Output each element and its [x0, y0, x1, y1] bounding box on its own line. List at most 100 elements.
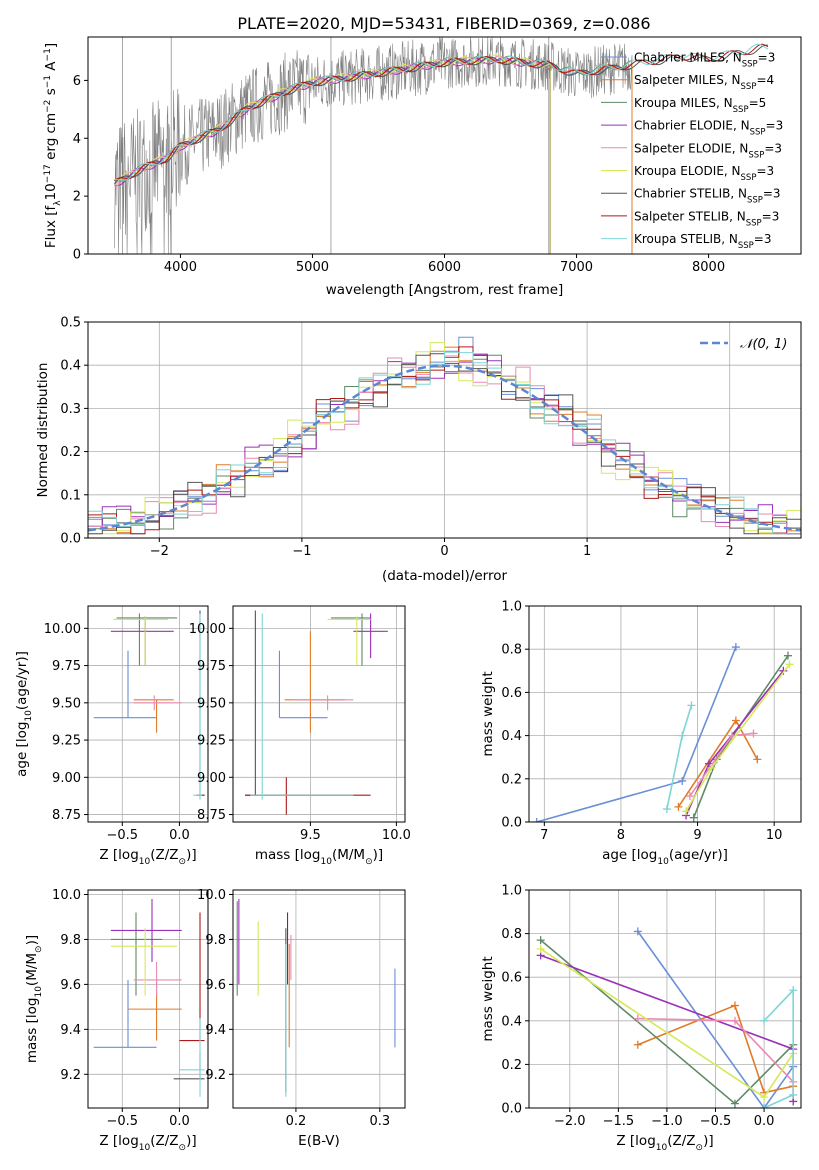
y-tick-label: 0.3 — [60, 402, 81, 417]
y-tick-label: 0.4 — [501, 1014, 522, 1029]
x-axis-label: Z [log10(Z/Z⊙)] — [99, 847, 196, 867]
model-spectrum-line — [114, 43, 769, 182]
x-axis-label: (data-model)/error — [382, 568, 508, 584]
x-tick-label: −2.0 — [554, 1114, 586, 1129]
x-tick-label: 10.0 — [382, 828, 411, 843]
y-tick-label: 10.0 — [52, 888, 81, 903]
legend-entry: Kroupa STELIB, NSSP=3 — [634, 232, 772, 251]
weight-marker — [536, 936, 545, 945]
weight-marker — [682, 807, 691, 816]
y-tick-label: 0.6 — [501, 971, 522, 986]
y-tick-label: 9.25 — [52, 734, 81, 749]
plot-area — [529, 606, 801, 822]
x-tick-label: 0.0 — [169, 1114, 190, 1129]
x-tick-label: 4000 — [164, 260, 197, 275]
weight-marker — [731, 716, 740, 725]
x-tick-label: −0.5 — [106, 1114, 138, 1129]
weight-marker — [674, 802, 683, 811]
x-tick-label: −1.0 — [651, 1114, 683, 1129]
axes-frame — [232, 605, 406, 823]
y-tick-label: 0.2 — [501, 772, 522, 787]
plot-area — [114, 37, 769, 254]
x-axis-label: age [log10(age/yr)] — [602, 847, 728, 867]
x-tick-label: 5000 — [296, 260, 329, 275]
weight-marker — [785, 660, 794, 669]
x-tick-label: −1.5 — [603, 1114, 635, 1129]
weight-marker — [730, 1016, 739, 1025]
legend-entry: Chabrier STELIB, NSSP=3 — [634, 187, 781, 206]
y-tick-label: 9.4 — [205, 1023, 226, 1038]
y-tick-label: 2 — [73, 190, 81, 205]
x-tick-label: 6000 — [428, 260, 461, 275]
legend-entry: Chabrier MILES, NSSP=3 — [634, 51, 775, 70]
weight-marker — [687, 701, 696, 710]
x-tick-label: 1 — [583, 544, 591, 559]
y-tick-label: 0.6 — [501, 686, 522, 701]
weight-series-line — [536, 646, 737, 822]
weight-marker — [633, 1014, 642, 1023]
x-tick-label: 0 — [440, 544, 448, 559]
plot-area — [233, 890, 405, 1108]
weight-marker — [730, 1099, 739, 1108]
x-tick-label: 8 — [617, 828, 625, 843]
y-tick-label: 9.2 — [60, 1068, 81, 1083]
x-axis-label: E(B-V) — [298, 1133, 340, 1149]
x-tick-label: 7000 — [560, 260, 593, 275]
x-tick-label: 9 — [693, 828, 701, 843]
axes-frame — [528, 889, 802, 1109]
weight-marker — [760, 1093, 769, 1102]
y-tick-label: 0.2 — [501, 1058, 522, 1073]
plot-area — [529, 890, 801, 1108]
y-tick-label: 9.50 — [197, 696, 226, 711]
weight-marker — [789, 986, 798, 995]
y-axis-label: mass weight — [480, 956, 496, 1041]
weight-marker — [633, 927, 642, 936]
weight-series-line — [763, 988, 795, 1108]
y-tick-label: 10.00 — [189, 622, 226, 637]
y-tick-label: 9.25 — [197, 734, 226, 749]
x-tick-label: 0.3 — [369, 1114, 390, 1129]
y-axis-label: Flux [fλ10−17 erg cm−2 s−1 A−1] — [43, 43, 63, 248]
y-tick-label: 9.00 — [197, 771, 226, 786]
weight-marker — [678, 731, 687, 740]
y-tick-label: 0.5 — [60, 316, 81, 331]
weight-marker — [662, 805, 671, 814]
panel-weight_age: 7 8 9 10 0.0 0.2 0.4 0.6 0.8 1.0 age [log10(age/yr… — [480, 600, 802, 867]
y-tick-label: 0 — [73, 248, 81, 263]
x-tick-label: 0.2 — [286, 1114, 307, 1129]
y-tick-label: 0.8 — [501, 927, 522, 942]
x-tick-label: 0.0 — [169, 828, 190, 843]
weight-marker — [685, 792, 694, 801]
y-tick-label: 9.4 — [60, 1023, 81, 1038]
y-tick-label: 9.75 — [52, 659, 81, 674]
axes-frame — [232, 889, 406, 1109]
y-axis-label: mass weight — [480, 671, 496, 756]
panel-age_Z: −0.5 0.0 8.75 9.00 9.25 9.50 9.75 10.00 Z [log10… — [14, 605, 209, 867]
x-tick-label: −0.5 — [106, 828, 138, 843]
y-tick-label: 10.00 — [44, 622, 81, 637]
plot-area — [233, 606, 405, 822]
legend-entry: Salpeter ELODIE, NSSP=3 — [634, 141, 782, 160]
y-tick-label: 8.75 — [197, 808, 226, 823]
weight-marker — [536, 944, 545, 953]
x-tick-label: 8000 — [692, 260, 725, 275]
y-tick-label: 0.1 — [60, 488, 81, 503]
weight-marker — [760, 1016, 769, 1025]
normal-reference-curve — [88, 364, 801, 532]
legend-entry: Salpeter MILES, NSSP=4 — [634, 73, 774, 92]
y-tick-label: 9.6 — [60, 978, 81, 993]
panel-residual_hist: −2 −1 0 1 2 0.0 0.1 0.2 0.3 0.4 0.5 (data-model)/er… — [35, 316, 802, 584]
axes-frame — [87, 889, 209, 1109]
plot-area — [88, 322, 801, 538]
y-axis-label: age [log10(age/yr)] — [14, 651, 34, 777]
weight-marker — [789, 1090, 798, 1099]
y-tick-label: 0.2 — [60, 445, 81, 460]
y-tick-label: 0.0 — [501, 1102, 522, 1117]
x-tick-label: 2 — [726, 544, 734, 559]
panel-mass_Z: −0.5 0.0 9.2 9.4 9.6 9.8 10.0 Z [log10(Z/Z⊙)] ma… — [24, 888, 209, 1153]
x-tick-label: 0.0 — [754, 1114, 775, 1129]
weight-marker — [783, 651, 792, 660]
x-tick-label: 7 — [540, 828, 548, 843]
legend-entry: Kroupa MILES, NSSP=5 — [634, 96, 766, 115]
